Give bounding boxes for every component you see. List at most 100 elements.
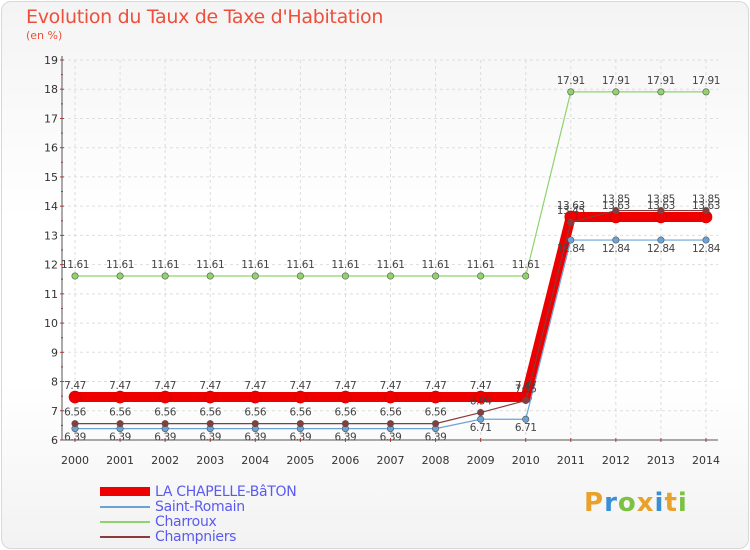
chart-title: Evolution du Taux de Taxe d'Habitation bbox=[26, 6, 384, 28]
data-point bbox=[474, 390, 487, 404]
y-tick-label: 19 bbox=[44, 54, 58, 67]
data-point bbox=[206, 272, 214, 280]
data-point bbox=[339, 390, 352, 404]
data-label: 6.39 bbox=[109, 432, 131, 444]
data-point bbox=[702, 207, 710, 215]
data-point bbox=[296, 420, 304, 428]
x-tick-label: 2002 bbox=[151, 454, 179, 467]
x-tick-label: 2012 bbox=[602, 454, 630, 467]
data-point bbox=[612, 88, 620, 96]
data-label: 12.84 bbox=[647, 243, 676, 255]
x-tick-label: 2008 bbox=[422, 454, 450, 467]
data-point bbox=[522, 415, 530, 423]
logo-letter: i bbox=[677, 488, 688, 518]
logo-letter: i bbox=[654, 488, 665, 518]
data-label: 17.91 bbox=[647, 75, 675, 87]
data-label: 7.47 bbox=[335, 380, 357, 392]
data-label: 11.61 bbox=[151, 259, 179, 271]
data-point bbox=[251, 420, 259, 428]
data-label: 6.94 bbox=[470, 396, 492, 408]
legend-label: Champniers bbox=[155, 528, 237, 545]
data-label: 7.35 bbox=[515, 384, 537, 396]
data-label: 11.61 bbox=[467, 259, 495, 271]
data-point bbox=[71, 272, 79, 280]
legend-swatch bbox=[100, 535, 150, 538]
data-label: 12.84 bbox=[602, 243, 631, 255]
data-label: 12.84 bbox=[557, 243, 586, 255]
x-tick-label: 2003 bbox=[196, 454, 224, 467]
legend-item: LA CHAPELLE-BâTON bbox=[100, 483, 297, 500]
legend-label: Saint-Romain bbox=[155, 498, 245, 515]
data-point bbox=[429, 390, 442, 404]
legend-label: LA CHAPELLE-BâTON bbox=[155, 483, 297, 500]
data-label: 13.63 bbox=[692, 200, 720, 212]
data-label: 6.71 bbox=[515, 422, 537, 434]
data-point bbox=[203, 390, 217, 404]
y-tick-label: 11 bbox=[44, 288, 58, 301]
logo-letter: t bbox=[664, 488, 678, 518]
data-label: 11.61 bbox=[331, 259, 359, 271]
chart-subtitle: (en %) bbox=[26, 29, 63, 42]
data-label: 7.47 bbox=[515, 380, 537, 392]
data-label: 7.47 bbox=[425, 380, 447, 392]
data-point bbox=[158, 390, 172, 404]
data-label: 6.56 bbox=[380, 407, 402, 419]
data-label: 13.63 bbox=[647, 200, 675, 212]
data-point bbox=[384, 390, 397, 404]
data-point bbox=[386, 272, 394, 280]
data-point bbox=[251, 272, 259, 280]
data-point bbox=[702, 236, 710, 244]
y-tick-label: 10 bbox=[44, 317, 58, 330]
data-point bbox=[116, 272, 124, 280]
data-label: 7.47 bbox=[380, 380, 402, 392]
data-label: 6.39 bbox=[335, 432, 357, 444]
data-point bbox=[657, 88, 665, 96]
data-label: 7.47 bbox=[154, 380, 176, 392]
y-tick-label: 8 bbox=[51, 376, 58, 389]
data-point bbox=[161, 420, 169, 428]
y-tick-label: 16 bbox=[44, 142, 58, 155]
data-label: 13.63 bbox=[602, 200, 630, 212]
data-label: 17.91 bbox=[602, 75, 630, 87]
chart-legend: LA CHAPELLE-BâTON Saint-Romain Charroux Cha… bbox=[100, 483, 297, 545]
data-label: 11.61 bbox=[241, 259, 269, 271]
x-tick-label: 2010 bbox=[512, 454, 540, 467]
legend-swatch bbox=[100, 520, 150, 523]
data-point bbox=[113, 390, 127, 404]
legend-label: Charroux bbox=[155, 513, 217, 530]
proxiti-logo: Proxiti bbox=[584, 488, 688, 518]
legend-item: Champniers bbox=[100, 528, 296, 545]
data-label: 7.47 bbox=[64, 380, 86, 392]
data-label: 7.47 bbox=[109, 380, 131, 392]
data-label: 7.47 bbox=[289, 380, 311, 392]
legend-swatch bbox=[100, 505, 150, 508]
data-label: 11.61 bbox=[61, 259, 89, 271]
data-label: 11.61 bbox=[286, 259, 314, 271]
x-tick-label: 2011 bbox=[557, 454, 585, 467]
data-point bbox=[567, 218, 575, 226]
data-point bbox=[612, 207, 620, 215]
data-label: 6.71 bbox=[470, 422, 492, 434]
data-point bbox=[432, 420, 440, 428]
data-label: 6.39 bbox=[154, 432, 176, 444]
x-tick-label: 2005 bbox=[286, 454, 314, 467]
logo-letter: x bbox=[636, 488, 655, 518]
x-tick-label: 2006 bbox=[331, 454, 359, 467]
data-label: 6.56 bbox=[335, 407, 357, 419]
y-tick-label: 14 bbox=[44, 200, 58, 213]
x-tick-label: 2013 bbox=[647, 454, 675, 467]
data-point bbox=[248, 390, 262, 404]
data-label: 13.85 bbox=[647, 194, 675, 206]
y-tick-label: 12 bbox=[44, 259, 58, 272]
data-point bbox=[522, 272, 530, 280]
data-label: 11.61 bbox=[106, 259, 134, 271]
y-tick-label: 18 bbox=[44, 83, 58, 96]
data-label: 11.61 bbox=[196, 259, 224, 271]
data-label: 6.56 bbox=[154, 407, 176, 419]
data-point bbox=[702, 88, 710, 96]
data-point bbox=[522, 397, 530, 405]
data-point bbox=[567, 88, 575, 96]
data-label: 13.85 bbox=[602, 194, 630, 206]
data-label: 17.91 bbox=[557, 75, 585, 87]
